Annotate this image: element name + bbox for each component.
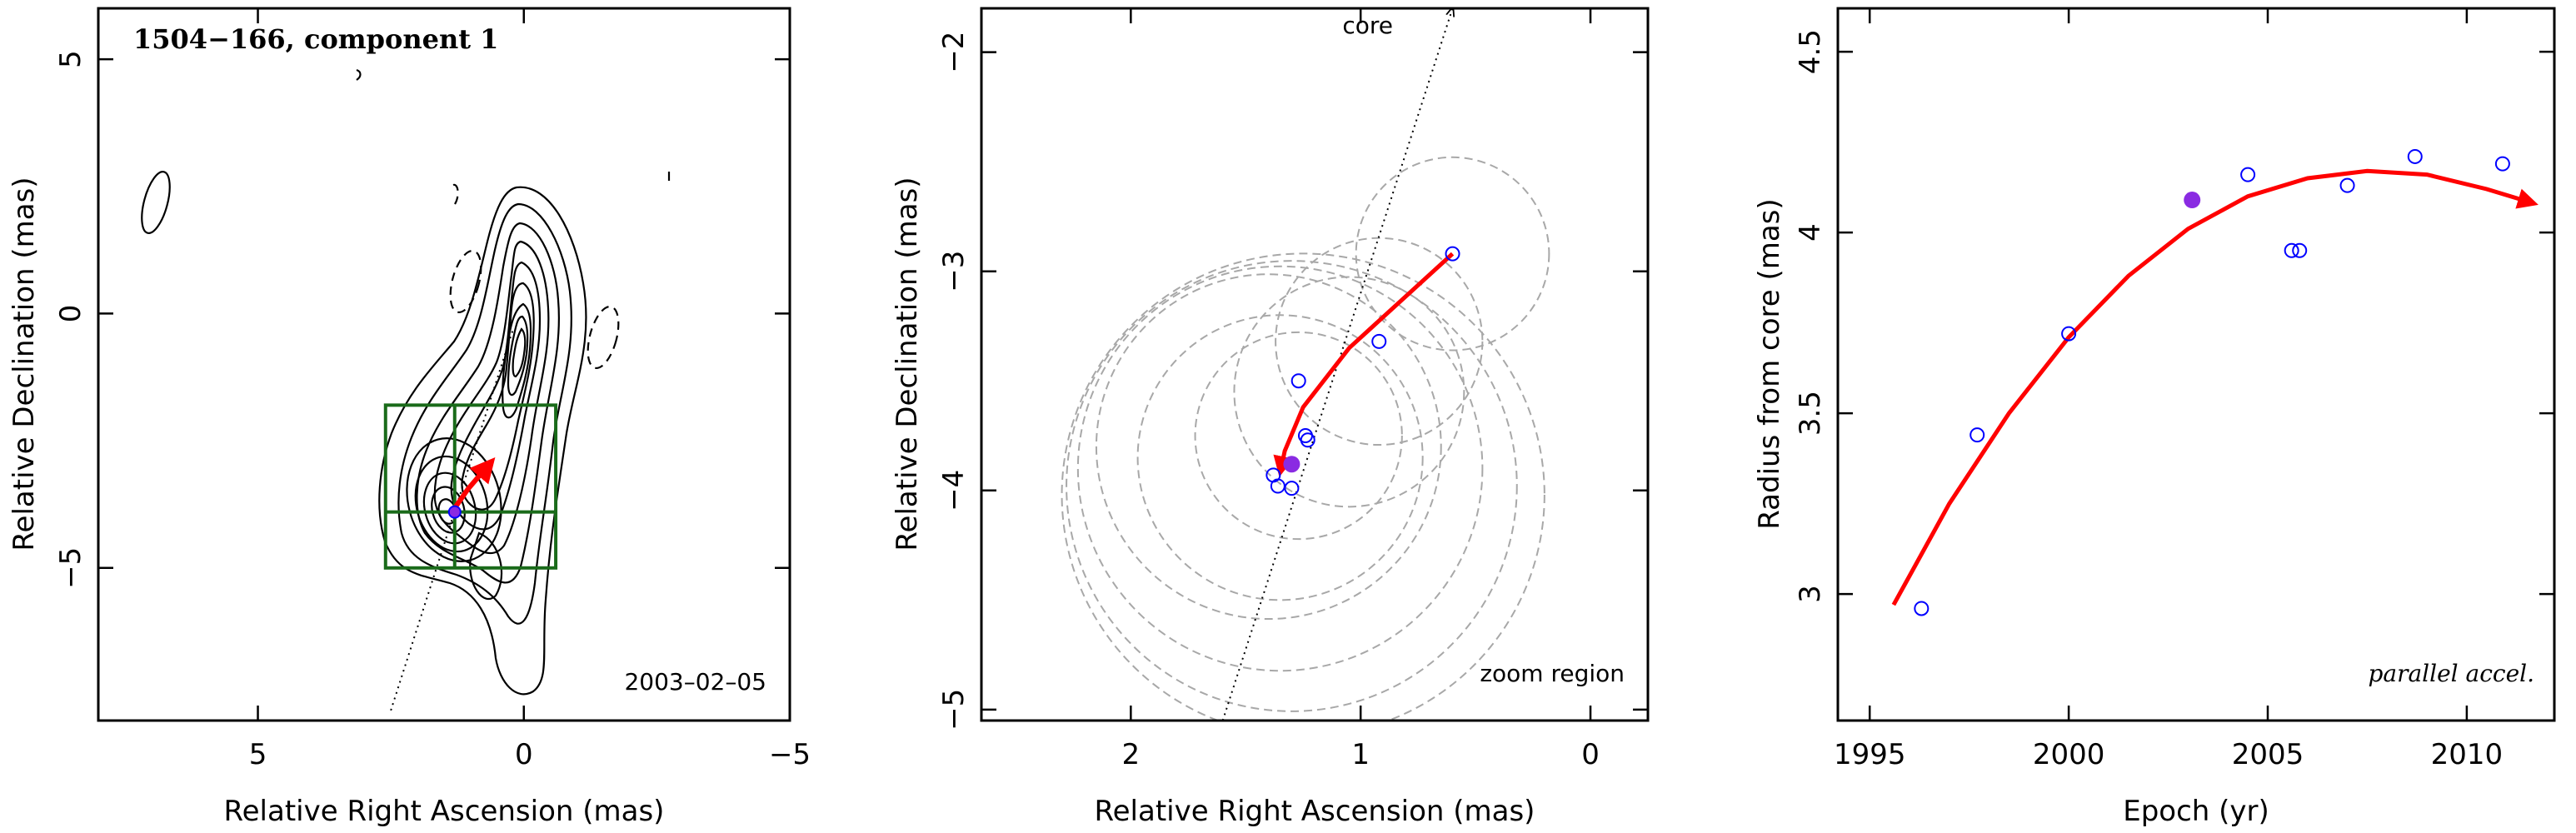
fit-type-annotation: parallel accel. (2368, 660, 2534, 687)
beam-circle (1355, 156, 1550, 352)
contour-level (450, 261, 542, 531)
panel-title: 1504−166, component 1 (133, 23, 498, 55)
y-tick-label: −4 (937, 470, 971, 511)
zoom-region-label: zoom region (1480, 660, 1625, 687)
y-axis-ticks: 3 3.5 4 4.5 (1794, 29, 2554, 603)
y-axis-title: Relative Declination (mas) (891, 177, 924, 551)
beam-circle (1061, 252, 1545, 721)
y-tick-label: 3 (1794, 585, 1827, 603)
x-tick-label: 2005 (2232, 738, 2304, 771)
contour-level (512, 327, 527, 378)
plot-frame (980, 7, 1650, 722)
open-data-point (1284, 481, 1300, 496)
x-tick-label: 0 (1581, 738, 1600, 771)
core-direction-line (390, 328, 514, 711)
open-data-point (2339, 177, 2355, 193)
x-axis-ticks: 5 0 −5 (249, 8, 811, 771)
core-label: core (1342, 12, 1393, 39)
zoom-plot-area (1061, 8, 1550, 721)
data-points (1914, 148, 2510, 616)
motion-track-arrow (450, 456, 496, 514)
contour-level (378, 186, 587, 696)
beam-circle (1066, 260, 1518, 712)
y-axis-title: Radius from core (mas) (1753, 198, 1786, 529)
x-axis-ticks: 1995 2000 2005 2010 (1834, 8, 2503, 771)
plot-frame (97, 7, 791, 722)
contour-level (397, 202, 572, 625)
beam-circle (1095, 273, 1442, 621)
zoom-region-box (383, 403, 558, 570)
y-axis-ticks: −2 −3 −4 −5 (937, 32, 1648, 731)
x-axis-title: Relative Right Ascension (mas) (224, 795, 665, 828)
negative-contour (587, 305, 620, 370)
x-tick-label: 0 (515, 738, 533, 771)
negative-contour (449, 249, 482, 314)
beam-circle (1076, 265, 1484, 672)
y-axis-ticks: 5 0 −5 (54, 50, 790, 589)
y-tick-label: 5 (54, 50, 87, 68)
beam-circles (1061, 156, 1550, 721)
component-position-marker (447, 505, 462, 519)
x-tick-label: 2000 (2033, 738, 2105, 771)
x-tick-label: −5 (769, 738, 811, 771)
open-data-point (2494, 156, 2510, 172)
contour-level (507, 315, 529, 397)
contour-level (416, 222, 560, 584)
zoom-box-outline (383, 403, 558, 570)
y-tick-label: −2 (937, 32, 971, 73)
data-points (1266, 246, 1460, 496)
radius-epoch-panel: 1995 2000 2005 2010 3 3.5 4 4.5 parallel accel… (1753, 7, 2556, 828)
y-tick-label: 3.5 (1794, 391, 1827, 436)
y-tick-label: 4 (1794, 223, 1827, 242)
beam-circle (1275, 237, 1484, 446)
filled-data-point (2184, 192, 2201, 209)
x-axis-ticks: 2 1 0 (1121, 8, 1600, 771)
open-data-point (1445, 246, 1460, 262)
y-axis-title: Relative Declination (mas) (7, 177, 41, 551)
negative-contour (452, 183, 459, 205)
x-tick-label: 5 (249, 738, 267, 771)
zoom-region-panel: 2 1 0 −2 −3 −4 −5 core zoom region Relative R… (891, 7, 1650, 828)
contour-level (469, 531, 503, 601)
x-tick-label: 2 (1121, 738, 1140, 771)
x-tick-label: 1 (1351, 738, 1370, 771)
open-data-point (2061, 326, 2077, 342)
open-data-point (1371, 333, 1387, 349)
y-tick-label: −3 (937, 251, 971, 292)
contour-level (502, 302, 532, 419)
y-tick-label: −5 (54, 547, 87, 589)
open-data-point (1290, 373, 1306, 389)
fit-curve-arrow (1891, 168, 2539, 606)
beam-circle (1233, 276, 1465, 508)
open-data-point (2407, 148, 2423, 164)
y-tick-label: 0 (54, 305, 87, 323)
x-tick-label: 2010 (2431, 738, 2504, 771)
beam-circle (1194, 331, 1403, 541)
open-data-point (1914, 601, 1930, 616)
epoch-date-label: 2003–02–05 (624, 668, 766, 696)
open-data-point (2292, 242, 2308, 258)
vlbi-map-panel: 5 0 −5 5 0 −5 1504−166, component 1 2003–02–… (7, 7, 811, 828)
motion-track-arrow (1273, 252, 1455, 477)
plot-frame (1836, 7, 2556, 722)
beam-ellipse (141, 171, 171, 234)
filled-data-point (1283, 456, 1300, 473)
beam-circle (1136, 314, 1424, 601)
contour-level (356, 68, 362, 81)
radius-plot-area (1891, 148, 2539, 616)
contour-level (422, 471, 477, 545)
contour-set (141, 68, 671, 696)
open-data-point (2240, 167, 2256, 182)
open-data-point (1969, 427, 1985, 443)
y-tick-label: −5 (937, 689, 971, 731)
x-axis-title: Relative Right Ascension (mas) (1095, 795, 1535, 828)
open-data-point (2284, 242, 2299, 258)
x-tick-label: 1995 (1834, 738, 1906, 771)
open-data-point (1297, 428, 1313, 443)
contour-map (141, 68, 671, 711)
x-axis-title: Epoch (yr) (2123, 795, 2269, 828)
y-tick-label: 4.5 (1794, 29, 1827, 74)
